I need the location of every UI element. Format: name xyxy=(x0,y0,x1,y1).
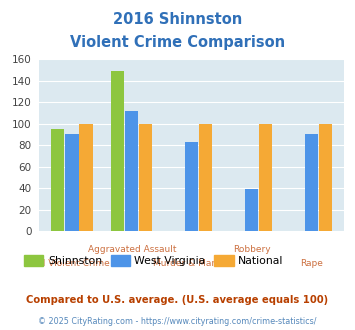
Bar xyxy=(111,71,124,231)
Text: Compared to U.S. average. (U.S. average equals 100): Compared to U.S. average. (U.S. average … xyxy=(26,295,329,305)
Text: Violent Crime Comparison: Violent Crime Comparison xyxy=(70,35,285,50)
Bar xyxy=(245,189,258,231)
Text: Murder & Mans...: Murder & Mans... xyxy=(153,259,230,268)
Bar xyxy=(185,142,198,231)
Text: 2016 Shinnston: 2016 Shinnston xyxy=(113,12,242,26)
Bar xyxy=(80,124,93,231)
Text: Rape: Rape xyxy=(300,259,323,268)
Legend: Shinnston, West Virginia, National: Shinnston, West Virginia, National xyxy=(20,250,288,270)
Bar xyxy=(51,129,65,231)
Text: Robbery: Robbery xyxy=(233,245,271,254)
Text: All Violent Crime: All Violent Crime xyxy=(34,259,110,268)
Bar xyxy=(305,134,318,231)
Text: Aggravated Assault: Aggravated Assault xyxy=(88,245,176,254)
Bar xyxy=(199,124,212,231)
Bar xyxy=(125,111,138,231)
Bar xyxy=(139,124,153,231)
Bar xyxy=(65,134,78,231)
Text: © 2025 CityRating.com - https://www.cityrating.com/crime-statistics/: © 2025 CityRating.com - https://www.city… xyxy=(38,317,317,326)
Bar xyxy=(319,124,332,231)
Bar xyxy=(259,124,272,231)
